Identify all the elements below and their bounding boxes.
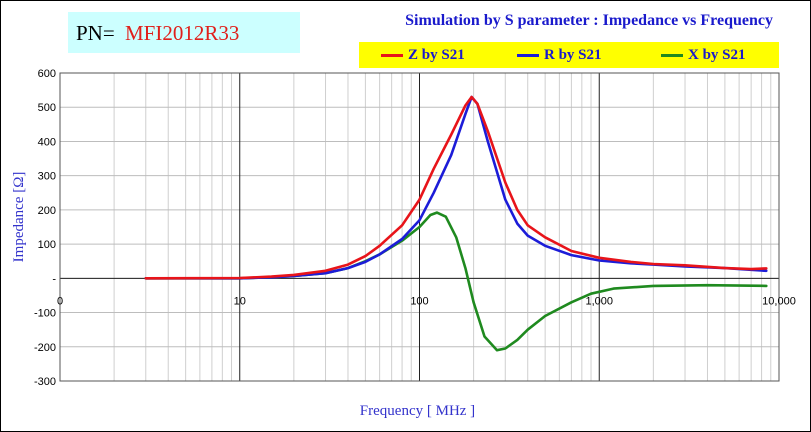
legend-label-r: R by S21 <box>544 47 602 63</box>
x-tick-label: 1,000 <box>585 295 613 307</box>
x-tick-label: 10 <box>234 295 246 307</box>
y-tick-label: 500 <box>38 102 56 114</box>
x-tick-label: 10,000 <box>762 295 796 307</box>
y-tick-label: 200 <box>38 205 56 217</box>
legend-swatch-x <box>661 54 683 57</box>
y-tick-label: - <box>52 273 56 285</box>
y-tick-label: -100 <box>34 308 56 320</box>
y-axis-label: Impedance [Ω] <box>11 172 27 263</box>
x-axis-label: Frequency [ MHz ] <box>360 403 475 419</box>
y-tick-label: 600 <box>38 68 56 80</box>
part-number-box: PN= MFI2012R33 <box>68 12 300 53</box>
x-tick-label: 0 <box>57 295 63 307</box>
y-tick-label: -300 <box>34 376 56 388</box>
part-number-prefix: PN= <box>76 21 115 45</box>
chart-title: Simulation by S parameter : Impedance vs… <box>405 12 773 29</box>
y-tick-label: -200 <box>34 342 56 354</box>
plot-border <box>59 72 780 382</box>
series-line-x <box>144 211 768 352</box>
chart-legend: Z by S21 R by S21 X by S21 <box>359 42 779 68</box>
y-tick-label: 400 <box>38 136 56 148</box>
legend-swatch-z <box>381 54 403 57</box>
x-tick-label: 100 <box>410 295 428 307</box>
y-tick-label: 100 <box>38 239 56 251</box>
legend-label-z: Z by S21 <box>408 47 465 63</box>
legend-label-x: X by S21 <box>688 47 746 63</box>
legend-swatch-r <box>517 54 539 57</box>
series-line-z <box>144 95 768 280</box>
y-tick-label: 300 <box>38 171 56 183</box>
part-number-value: MFI2012R33 <box>125 21 240 45</box>
